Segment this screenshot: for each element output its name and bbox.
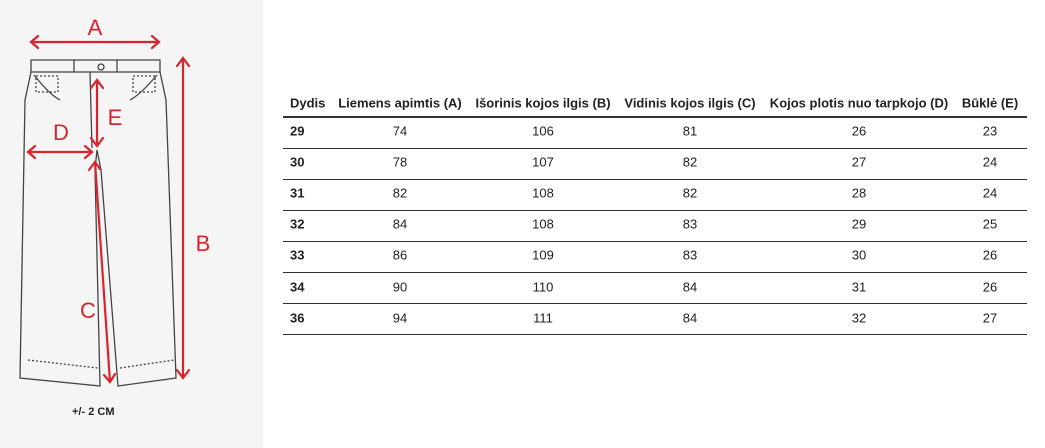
table-cell: 26 [982, 247, 998, 263]
table-cell: 82 [392, 185, 408, 201]
row-rule [283, 178, 1027, 180]
table-cell: 78 [392, 154, 408, 170]
table-cell: 83 [682, 247, 698, 263]
table-cell: 82 [682, 154, 698, 170]
table-cell: 94 [392, 310, 408, 326]
measure-label: A [88, 15, 103, 40]
table-cell: 36 [290, 310, 305, 326]
row-rule [283, 303, 1027, 304]
row-rule [283, 240, 1027, 242]
row-rule [283, 209, 1027, 211]
table-cell: 32 [851, 310, 867, 326]
row-rule [283, 271, 1027, 273]
table-cell: 110 [532, 279, 554, 294]
table-cell: 31 [290, 185, 305, 201]
column-header: Liemens apimtis (A) [338, 95, 462, 111]
table-cell: 27 [851, 154, 867, 170]
table-cell: 81 [682, 123, 698, 139]
table-cell: 108 [532, 185, 554, 201]
table-cell: 31 [851, 279, 867, 294]
column-header: Dydis [290, 95, 326, 111]
measure-label: C [80, 298, 96, 323]
table-cell: 84 [682, 310, 698, 326]
table-cell: 84 [682, 279, 698, 294]
table-cell: 34 [290, 279, 305, 294]
table-cell: 24 [982, 185, 998, 201]
table-cell: 26 [982, 279, 998, 294]
column-header: Kojos plotis nuo tarpkojo (D) [769, 95, 949, 111]
table-cell: 111 [533, 310, 553, 326]
column-header: Vidinis kojos ilgis (C) [624, 95, 756, 111]
row-rule [283, 334, 1027, 336]
table-cell: 108 [532, 216, 554, 232]
measure-label: D [53, 120, 69, 145]
pants-drawing: A B C D E [19, 15, 211, 387]
table-cell: 26 [851, 123, 867, 139]
column-header: Būklė (E) [961, 95, 1019, 111]
table-cell: 83 [682, 216, 698, 232]
table-cell: 25 [982, 216, 998, 232]
size-table: Dydis Liemens apimtis (A) Išorinis kojos i… [283, 0, 1027, 448]
table-cell: 74 [392, 123, 408, 139]
table-cell: 30 [290, 154, 305, 170]
column-header: Išorinis kojos ilgis (B) [475, 95, 611, 111]
row-rule [283, 147, 1027, 149]
table-cell: 90 [392, 279, 408, 294]
table-cell: 29 [290, 123, 305, 139]
table-cell: 27 [982, 310, 998, 326]
table-cell: 33 [290, 247, 305, 263]
measure-label: E [108, 105, 123, 130]
table-cell: 84 [392, 216, 408, 232]
size-figure: A B C D E +/- 2 CM [0, 0, 263, 448]
row-rule [283, 116, 1027, 118]
table-cell: 106 [532, 123, 554, 139]
table-cell: 82 [682, 185, 698, 201]
table-cell: 86 [392, 247, 408, 263]
table-cell: 24 [982, 154, 998, 170]
table-cell: 109 [532, 247, 554, 263]
measure-label: B [196, 231, 211, 256]
table-cell: 28 [851, 185, 867, 201]
table-cell: 32 [290, 216, 305, 232]
table-cell: 107 [532, 154, 554, 170]
tolerance-note: +/- 2 CM [72, 406, 115, 418]
table-cell: 29 [851, 216, 867, 232]
table-cell: 30 [851, 247, 867, 263]
table-cell: 23 [982, 123, 998, 139]
